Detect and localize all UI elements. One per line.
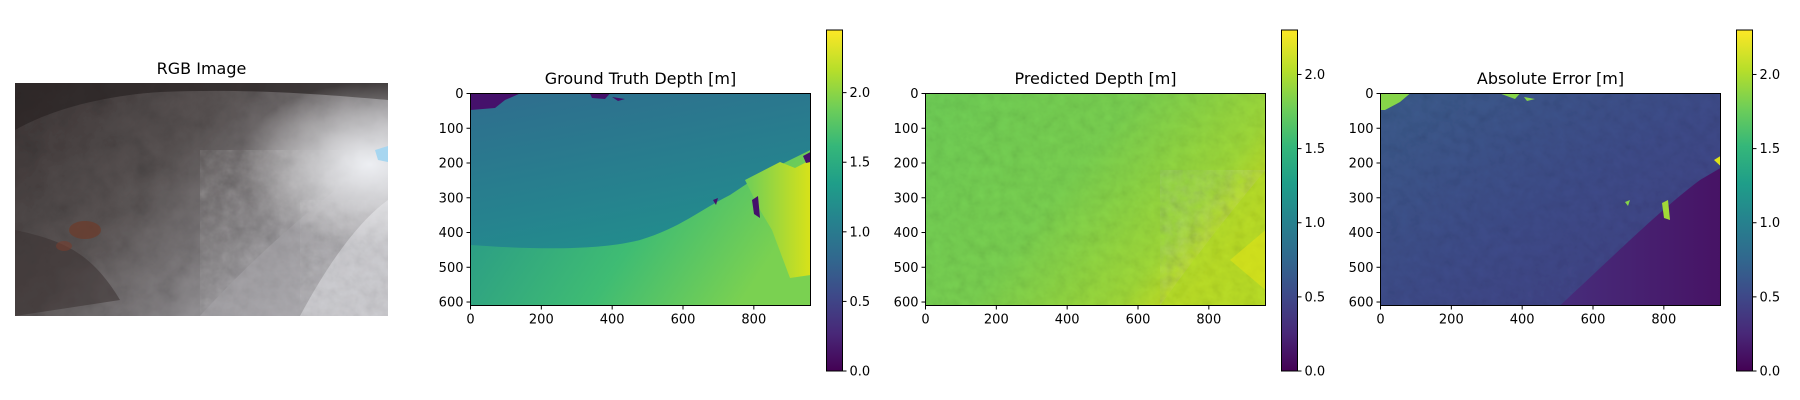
colorbar-tick-label: 0.5 (1305, 290, 1326, 305)
pred-heatmap (925, 93, 1266, 306)
gt-heatmap (470, 93, 811, 306)
colorbar-tick-label: 0.0 (1760, 365, 1781, 380)
err-axes-frame (1380, 93, 1721, 306)
colorbar-tick-label: 1.0 (1760, 216, 1781, 231)
y-tick-label: 100 (894, 122, 919, 137)
y-tick-label: 300 (439, 191, 464, 206)
x-tick-label: 200 (1439, 313, 1464, 328)
y-tick-label: 100 (1349, 122, 1374, 137)
y-tick-label: 200 (1349, 157, 1374, 172)
x-tick-label: 0 (1376, 313, 1384, 328)
pred-axes-frame (925, 93, 1266, 306)
panel-title-gt: Ground Truth Depth [m] (545, 69, 736, 88)
y-tick-label: 400 (894, 226, 919, 241)
y-tick-label: 0 (910, 87, 918, 102)
colorbar-tick-label: 2.0 (1305, 68, 1326, 83)
x-tick-label: 400 (600, 313, 625, 328)
colorbar-tick-label: 0.0 (1305, 365, 1326, 380)
y-tick-label: 300 (1349, 191, 1374, 206)
x-tick-label: 400 (1055, 313, 1080, 328)
panel-rgb: RGB Image (15, 59, 388, 316)
gt-colorbar (826, 29, 843, 372)
colorbar-tick-label: 0.5 (850, 295, 871, 310)
x-tick-label: 0 (466, 313, 474, 328)
y-tick-label: 600 (439, 296, 464, 311)
gt-axes-frame (470, 93, 811, 306)
panel-error: Absolute Error [m] 0 200 400 600 800 0 100 200 3… (1349, 29, 1781, 380)
panel-title-err: Absolute Error [m] (1477, 69, 1624, 88)
colorbar-tick-label: 0.5 (1760, 290, 1781, 305)
x-tick-label: 600 (1581, 313, 1606, 328)
gt-colorbar-ticks: 0.0 0.5 1.0 1.5 2.0 (842, 86, 871, 380)
pred-colorbar (1281, 29, 1298, 372)
rgb-image (15, 83, 388, 316)
gt-ticks: 0 200 400 600 800 0 100 200 300 400 500 600 (439, 87, 767, 328)
y-tick-label: 500 (894, 261, 919, 276)
colorbar-tick-label: 1.0 (850, 225, 871, 240)
y-tick-label: 300 (894, 191, 919, 206)
panel-ground-truth: Ground Truth Depth [m] 0 200 400 600 800 0 100… (439, 29, 871, 380)
y-tick-label: 500 (1349, 261, 1374, 276)
x-tick-label: 800 (741, 313, 766, 328)
x-tick-label: 800 (1651, 313, 1676, 328)
pred-colorbar-ticks: 0.0 0.5 1.0 1.5 2.0 (1297, 68, 1326, 380)
y-tick-label: 600 (1349, 296, 1374, 311)
colorbar-tick-label: 2.0 (850, 86, 871, 101)
colorbar-tick-label: 1.0 (1305, 216, 1326, 231)
y-tick-label: 200 (894, 157, 919, 172)
x-tick-label: 600 (1126, 313, 1151, 328)
pred-ticks: 0 200 400 600 800 0 100 200 300 400 500 600 (894, 87, 1222, 328)
panel-title-rgb: RGB Image (157, 59, 247, 78)
x-tick-label: 200 (529, 313, 554, 328)
x-tick-label: 0 (921, 313, 929, 328)
y-tick-label: 400 (1349, 226, 1374, 241)
err-ticks: 0 200 400 600 800 0 100 200 300 400 500 600 (1349, 87, 1677, 328)
err-colorbar (1736, 29, 1753, 372)
colorbar-tick-label: 1.5 (1760, 142, 1781, 157)
y-tick-label: 200 (439, 157, 464, 172)
y-tick-label: 500 (439, 261, 464, 276)
y-tick-label: 100 (439, 122, 464, 137)
colorbar-tick-label: 0.0 (850, 365, 871, 380)
err-heatmap (1380, 93, 1721, 306)
x-tick-label: 400 (1510, 313, 1535, 328)
panel-title-pred: Predicted Depth [m] (1014, 69, 1176, 88)
panel-predicted: Predicted Depth [m] 0 200 400 600 800 0 100 200… (894, 29, 1326, 380)
x-tick-label: 200 (984, 313, 1009, 328)
colorbar-tick-label: 1.5 (1305, 142, 1326, 157)
colorbar-tick-label: 1.5 (850, 156, 871, 171)
y-tick-label: 600 (894, 296, 919, 311)
y-tick-label: 0 (455, 87, 463, 102)
x-tick-label: 600 (671, 313, 696, 328)
y-tick-label: 0 (1365, 87, 1373, 102)
x-tick-label: 800 (1196, 313, 1221, 328)
y-tick-label: 400 (439, 226, 464, 241)
colorbar-tick-label: 2.0 (1760, 68, 1781, 83)
err-colorbar-ticks: 0.0 0.5 1.0 1.5 2.0 (1752, 68, 1781, 380)
